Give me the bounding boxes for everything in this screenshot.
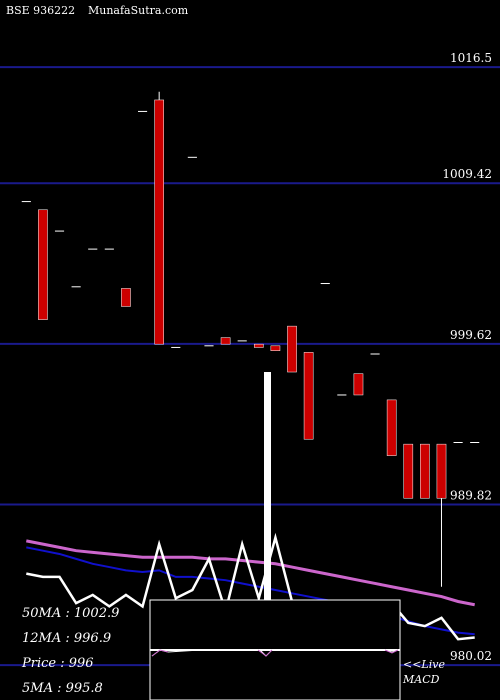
- candle-23: [403, 443, 414, 499]
- price-label-0: 1016.5: [450, 51, 492, 65]
- candle-20: [353, 373, 364, 396]
- candle-16: [287, 325, 297, 373]
- candle-body-16: [287, 325, 297, 373]
- volume-spike: [264, 372, 271, 600]
- ma12-stat: 12MA : 996.9: [22, 631, 111, 646]
- candle-17: [303, 352, 314, 440]
- candle-12: [220, 337, 231, 345]
- symbol-label: BSE 936222: [6, 4, 75, 17]
- candle-22: [386, 399, 397, 456]
- candle-6: [121, 288, 131, 307]
- ma-long-line: [26, 539, 475, 607]
- macd-label: MACD: [402, 673, 440, 686]
- price-label-3: 989.82: [450, 488, 492, 502]
- candle-14: [253, 343, 264, 348]
- candle-body-14: [253, 343, 264, 348]
- macd-prefix: <<Live: [403, 658, 445, 671]
- site-label: MunafaSutra.com: [88, 4, 189, 17]
- candle-body-20: [353, 373, 364, 396]
- candle-body-6: [121, 288, 131, 307]
- candle-body-15: [270, 345, 281, 351]
- candles: [21, 91, 480, 587]
- candle-body-17: [303, 352, 314, 440]
- macd-signal-right: [384, 649, 399, 654]
- macd-signal-mid: [257, 649, 273, 657]
- candle-body-1: [38, 209, 48, 320]
- candle-body-12: [220, 337, 231, 345]
- candle-24: [420, 443, 430, 499]
- price-label-1: 1009.42: [442, 167, 492, 181]
- price-labels: 1016.5 1009.42 999.62 989.82 980.02: [442, 51, 492, 663]
- candle-body-24: [420, 443, 430, 499]
- macd-signal-left: [151, 649, 169, 657]
- candle-body-22: [386, 399, 397, 456]
- volume-spike-bar: [264, 372, 271, 600]
- candle-1: [38, 209, 48, 320]
- ma50-stat: 50MA : 1002.9: [22, 606, 119, 621]
- candle-body-25: [436, 443, 447, 499]
- candle-8: [154, 91, 164, 345]
- ma5-stat: 5MA : 995.8: [22, 681, 103, 696]
- price-stat: Price : 996: [21, 656, 94, 671]
- candle-15: [270, 345, 281, 351]
- candle-body-23: [403, 443, 414, 499]
- candle-body-8: [154, 99, 164, 345]
- price-label-2: 999.62: [450, 328, 492, 342]
- candle-25: [436, 443, 447, 587]
- price-label-4: 980.02: [450, 649, 492, 663]
